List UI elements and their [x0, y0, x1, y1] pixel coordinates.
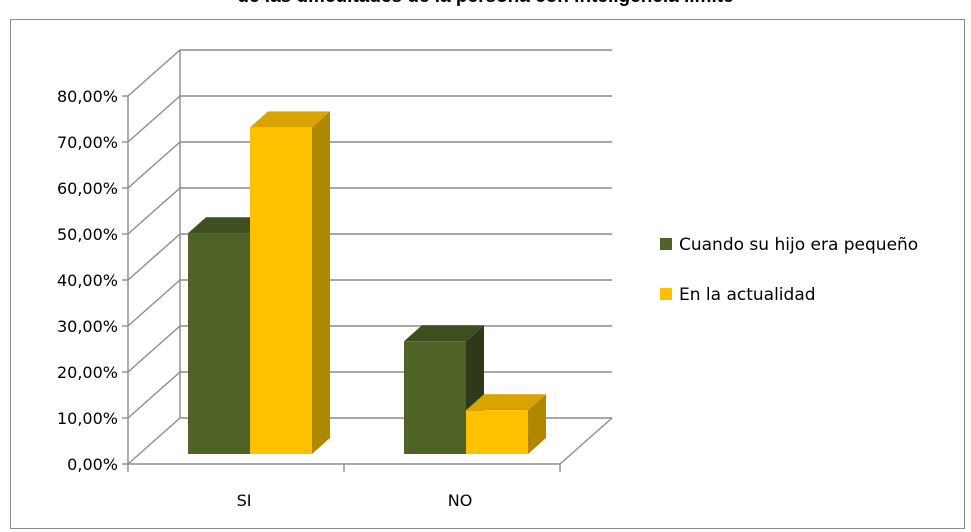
bar-top	[188, 217, 268, 234]
legend-swatch	[660, 238, 672, 250]
x-tick-label: SI	[237, 491, 252, 510]
bar	[466, 410, 528, 454]
chart-title: de las dificultades de la persona con in…	[0, 0, 971, 8]
bar-side	[312, 111, 330, 455]
side-wall-gridline	[127, 325, 181, 373]
y-tick-label: 50,00%	[57, 225, 118, 244]
side-wall-gridline	[127, 187, 181, 235]
side-wall-gridline	[127, 371, 181, 419]
bar-top	[250, 111, 330, 128]
y-tick-label: 10,00%	[57, 409, 118, 428]
legend-swatch	[660, 288, 672, 300]
side-wall-gridline	[127, 233, 181, 281]
legend: Cuando su hijo era pequeño En la actualid…	[660, 235, 918, 305]
y-tick-label: 30,00%	[57, 317, 118, 336]
legend-label: Cuando su hijo era pequeño	[679, 235, 918, 255]
bar-top	[404, 325, 484, 342]
bar	[188, 233, 250, 454]
x-tick-label: NO	[448, 491, 473, 510]
y-tick-label: 20,00%	[57, 363, 118, 382]
bar	[250, 127, 312, 455]
floor-right-edge	[559, 417, 613, 465]
side-wall-gridline	[127, 95, 181, 143]
y-tick-label: 70,00%	[57, 133, 118, 152]
bar-layer	[188, 111, 546, 455]
label-layer: 0,00% 10,00% 20,00% 30,00% 40,00% 50,00% 60,00…	[57, 87, 472, 510]
chart-title-clip: de las dificultades de la persona con in…	[0, 0, 971, 12]
side-wall-gridline	[127, 141, 181, 189]
side-wall-gridline	[127, 49, 181, 97]
y-tick-label: 80,00%	[57, 87, 118, 106]
legend-label: En la actualidad	[679, 285, 816, 305]
bar-side	[528, 394, 546, 454]
y-tick-label: 0,00%	[67, 455, 118, 474]
y-tick-label: 60,00%	[57, 179, 118, 198]
y-tick-label: 40,00%	[57, 271, 118, 290]
axis-layer	[122, 50, 613, 472]
side-wall-gridline	[127, 417, 181, 465]
bar	[404, 341, 466, 454]
bar-top	[466, 394, 546, 411]
side-wall-gridline	[127, 279, 181, 327]
